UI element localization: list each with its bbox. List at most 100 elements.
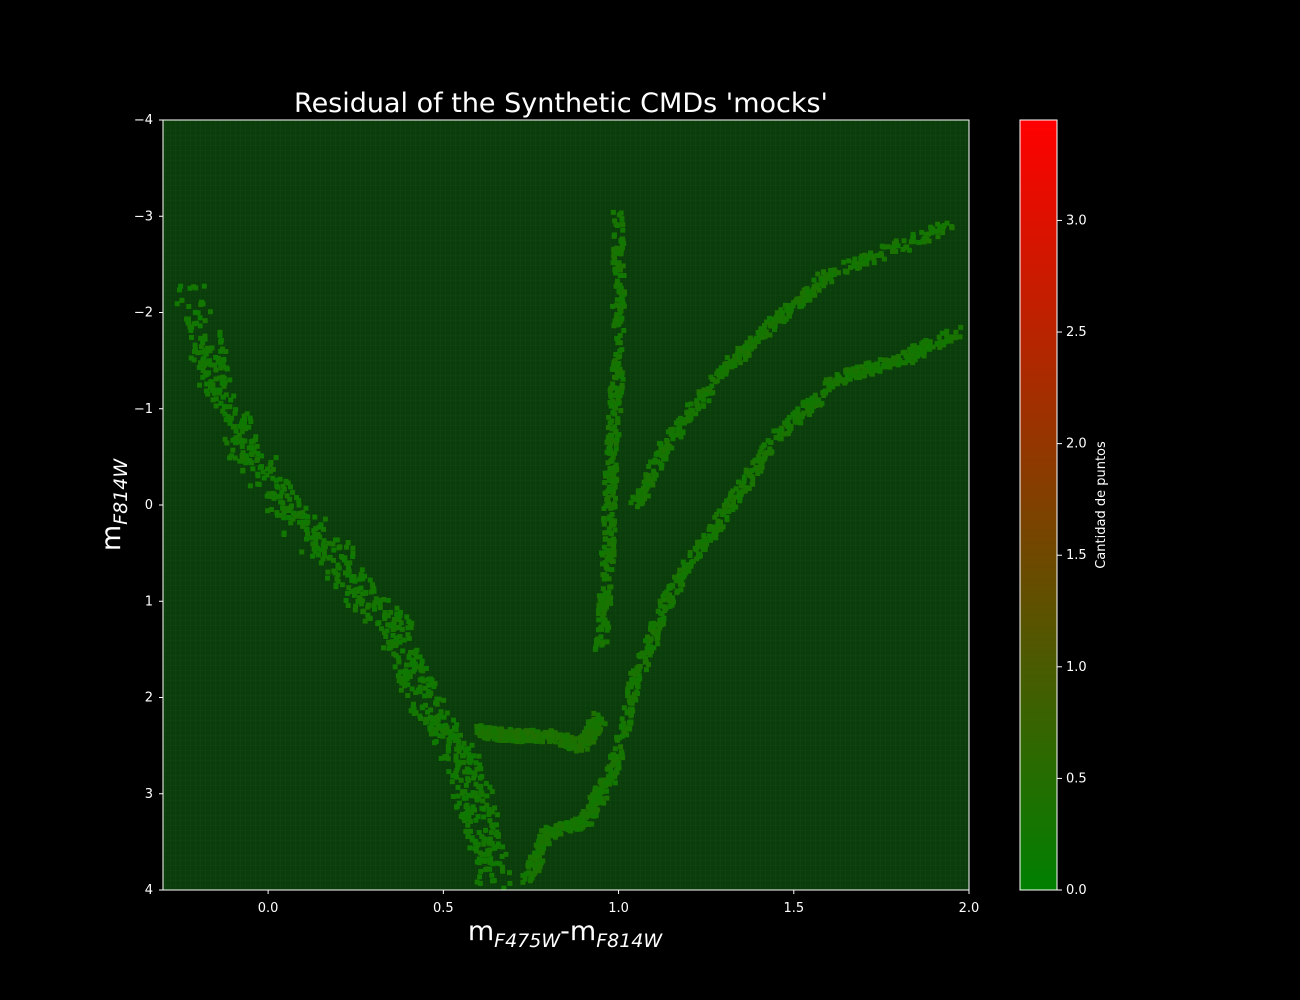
- heat-cell-subgiant-branch: [578, 734, 584, 740]
- y-axis: −4 −3 −2 −1 0 1 2 3 4: [134, 113, 163, 898]
- heat-cell-giant-sequence: [584, 811, 590, 817]
- heat-cell-main-sequence: [254, 457, 260, 463]
- heat-cell-main-sequence: [382, 616, 388, 622]
- heat-cell-main-sequence: [321, 549, 327, 555]
- heat-cell-red-giant-branch: [604, 620, 610, 626]
- heat-cell-main-sequence: [397, 669, 403, 675]
- heat-cell-main-sequence: [474, 766, 480, 772]
- heat-cell-main-sequence: [281, 530, 287, 536]
- heat-cell-main-sequence: [393, 641, 399, 647]
- heat-cell-giant-sequence: [522, 876, 528, 882]
- heat-cell-main-sequence: [480, 798, 486, 804]
- heat-cell-main-sequence: [474, 843, 480, 849]
- heat-cell-subgiant-branch: [494, 727, 500, 733]
- heat-cell-asymptotic-branch: [650, 482, 656, 488]
- heat-cell-asymptotic-branch: [732, 363, 738, 369]
- heat-cell-main-sequence: [343, 598, 349, 604]
- heat-cell-main-sequence: [405, 632, 411, 638]
- heat-cell-giant-sequence: [543, 830, 549, 836]
- heat-cell-asymptotic-branch: [632, 496, 638, 502]
- heat-cell-main-sequence: [232, 424, 238, 430]
- heat-cell-asymptotic-branch: [846, 258, 852, 264]
- heat-cell-red-giant-branch: [611, 502, 617, 508]
- heat-cell-giant-sequence: [551, 832, 557, 838]
- heat-cell-asymptotic-branch: [847, 264, 853, 270]
- colorbar-tick-label: 3.0: [1066, 213, 1087, 228]
- heat-cell-giant-sequence: [788, 423, 794, 429]
- heat-cell-red-giant-branch: [598, 634, 604, 640]
- heat-cell-giant-sequence: [944, 338, 950, 344]
- heat-cell-main-sequence: [239, 457, 245, 463]
- heat-cell-giant-sequence: [696, 554, 702, 560]
- heat-cell-giant-sequence: [785, 431, 791, 437]
- heat-cell-main-sequence: [200, 374, 206, 380]
- heat-cell-main-sequence: [273, 477, 279, 483]
- heat-cell-giant-sequence: [618, 723, 624, 729]
- heat-cell-main-sequence: [490, 861, 496, 867]
- heat-cell-main-sequence: [271, 495, 277, 501]
- heat-cell-subgiant-branch: [495, 733, 501, 739]
- heat-cell-main-sequence: [417, 689, 423, 695]
- heat-cell-giant-sequence: [844, 374, 850, 380]
- heat-cell-giant-sequence: [909, 347, 915, 353]
- heat-cell-asymptotic-branch: [778, 307, 784, 313]
- heat-cell-main-sequence: [334, 576, 340, 582]
- colorbar-tick-label: 2.5: [1066, 325, 1087, 340]
- heat-cell-subgiant-branch: [569, 734, 575, 740]
- heat-cell-giant-sequence: [919, 341, 925, 347]
- heat-cell-asymptotic-branch: [638, 501, 644, 507]
- heat-cell-asymptotic-branch: [642, 487, 648, 493]
- heat-cell-giant-sequence: [692, 545, 698, 551]
- heat-cell-giant-sequence: [713, 526, 719, 532]
- heat-cell-main-sequence: [396, 617, 402, 623]
- heat-cell-main-sequence: [445, 748, 451, 754]
- heat-cell-giant-sequence: [918, 345, 924, 351]
- heat-cell-giant-sequence: [612, 780, 618, 786]
- heat-cell-main-sequence: [179, 297, 185, 303]
- heat-cell-main-sequence: [455, 744, 461, 750]
- heat-cell-main-sequence: [428, 707, 434, 713]
- heat-cell-subgiant-branch: [482, 729, 488, 735]
- heat-cell-giant-sequence: [843, 367, 849, 373]
- heat-cell-giant-sequence: [821, 390, 827, 396]
- heat-cell-main-sequence: [414, 654, 420, 660]
- heat-cell-main-sequence: [227, 404, 233, 410]
- heat-cell-red-giant-branch: [613, 446, 619, 452]
- heat-cell-main-sequence: [424, 709, 430, 715]
- heat-cell-main-sequence: [212, 387, 218, 393]
- heat-cell-asymptotic-branch: [761, 326, 767, 332]
- heat-cell-giant-sequence: [571, 821, 577, 827]
- heat-cell-main-sequence: [202, 336, 208, 342]
- heat-cell-main-sequence: [211, 390, 217, 396]
- heat-cell-main-sequence: [236, 432, 242, 438]
- heat-cell-subgiant-branch: [482, 735, 488, 741]
- heat-cell-asymptotic-branch: [786, 313, 792, 319]
- heat-cell-main-sequence: [494, 844, 500, 850]
- heat-cell-giant-sequence: [596, 796, 602, 802]
- heat-cell-giant-sequence: [877, 357, 883, 363]
- heat-cell-giant-sequence: [567, 825, 573, 831]
- heat-cell-asymptotic-branch: [708, 374, 714, 380]
- heat-cell-main-sequence: [378, 597, 384, 603]
- heat-cell-red-giant-branch: [617, 340, 623, 346]
- heat-cell-main-sequence: [219, 380, 225, 386]
- heat-cell-main-sequence: [322, 544, 328, 550]
- heat-cell-red-giant-branch: [617, 333, 623, 339]
- heat-cell-main-sequence: [358, 572, 364, 578]
- heat-cell-red-giant-branch: [621, 303, 627, 309]
- heat-cell-giant-sequence: [543, 833, 549, 839]
- heat-cell-main-sequence: [453, 733, 459, 739]
- heat-cell-red-giant-branch: [603, 503, 609, 509]
- heat-cell-asymptotic-branch: [749, 340, 755, 346]
- heat-cell-subgiant-branch: [577, 742, 583, 748]
- heat-cell-main-sequence: [223, 417, 229, 423]
- heat-cell-main-sequence: [373, 596, 379, 602]
- heat-cell-giant-sequence: [665, 596, 671, 602]
- heat-cell-giant-sequence: [812, 392, 818, 398]
- heat-cell-asymptotic-branch: [752, 343, 758, 349]
- heat-cell-giant-sequence: [869, 371, 875, 377]
- heat-cell-red-giant-branch: [608, 531, 614, 537]
- heat-cell-red-giant-branch: [615, 263, 621, 269]
- heat-cell-giant-sequence: [604, 795, 610, 801]
- heat-cell-asymptotic-branch: [890, 245, 896, 251]
